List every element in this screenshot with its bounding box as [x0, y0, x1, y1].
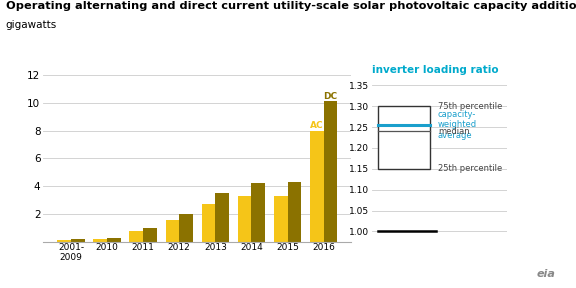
- Text: DC: DC: [324, 92, 338, 101]
- Bar: [252, 183, 265, 242]
- Bar: [107, 238, 121, 242]
- Text: Operating alternating and direct current utility-scale solar photovoltaic capaci: Operating alternating and direct current…: [6, 1, 576, 12]
- Bar: [287, 182, 301, 242]
- Text: gigawatts: gigawatts: [6, 20, 57, 30]
- Bar: [130, 231, 143, 242]
- Text: 25th percentile: 25th percentile: [438, 164, 502, 173]
- Bar: [202, 204, 215, 242]
- Bar: [165, 220, 179, 242]
- Text: eia: eia: [537, 269, 556, 279]
- Text: AC: AC: [310, 121, 324, 130]
- Bar: [238, 196, 252, 242]
- Bar: [57, 240, 71, 242]
- Text: 75th percentile: 75th percentile: [438, 102, 502, 111]
- Text: median: median: [438, 127, 469, 136]
- Bar: [215, 193, 229, 242]
- Bar: [274, 196, 287, 242]
- Bar: [93, 239, 107, 242]
- Bar: [71, 239, 85, 242]
- Bar: [310, 130, 324, 242]
- Bar: [378, 106, 430, 169]
- Bar: [324, 101, 338, 242]
- Bar: [143, 228, 157, 242]
- Text: inverter loading ratio: inverter loading ratio: [372, 65, 498, 75]
- Bar: [179, 214, 193, 242]
- Text: capacity-
weighted
average: capacity- weighted average: [438, 110, 477, 140]
